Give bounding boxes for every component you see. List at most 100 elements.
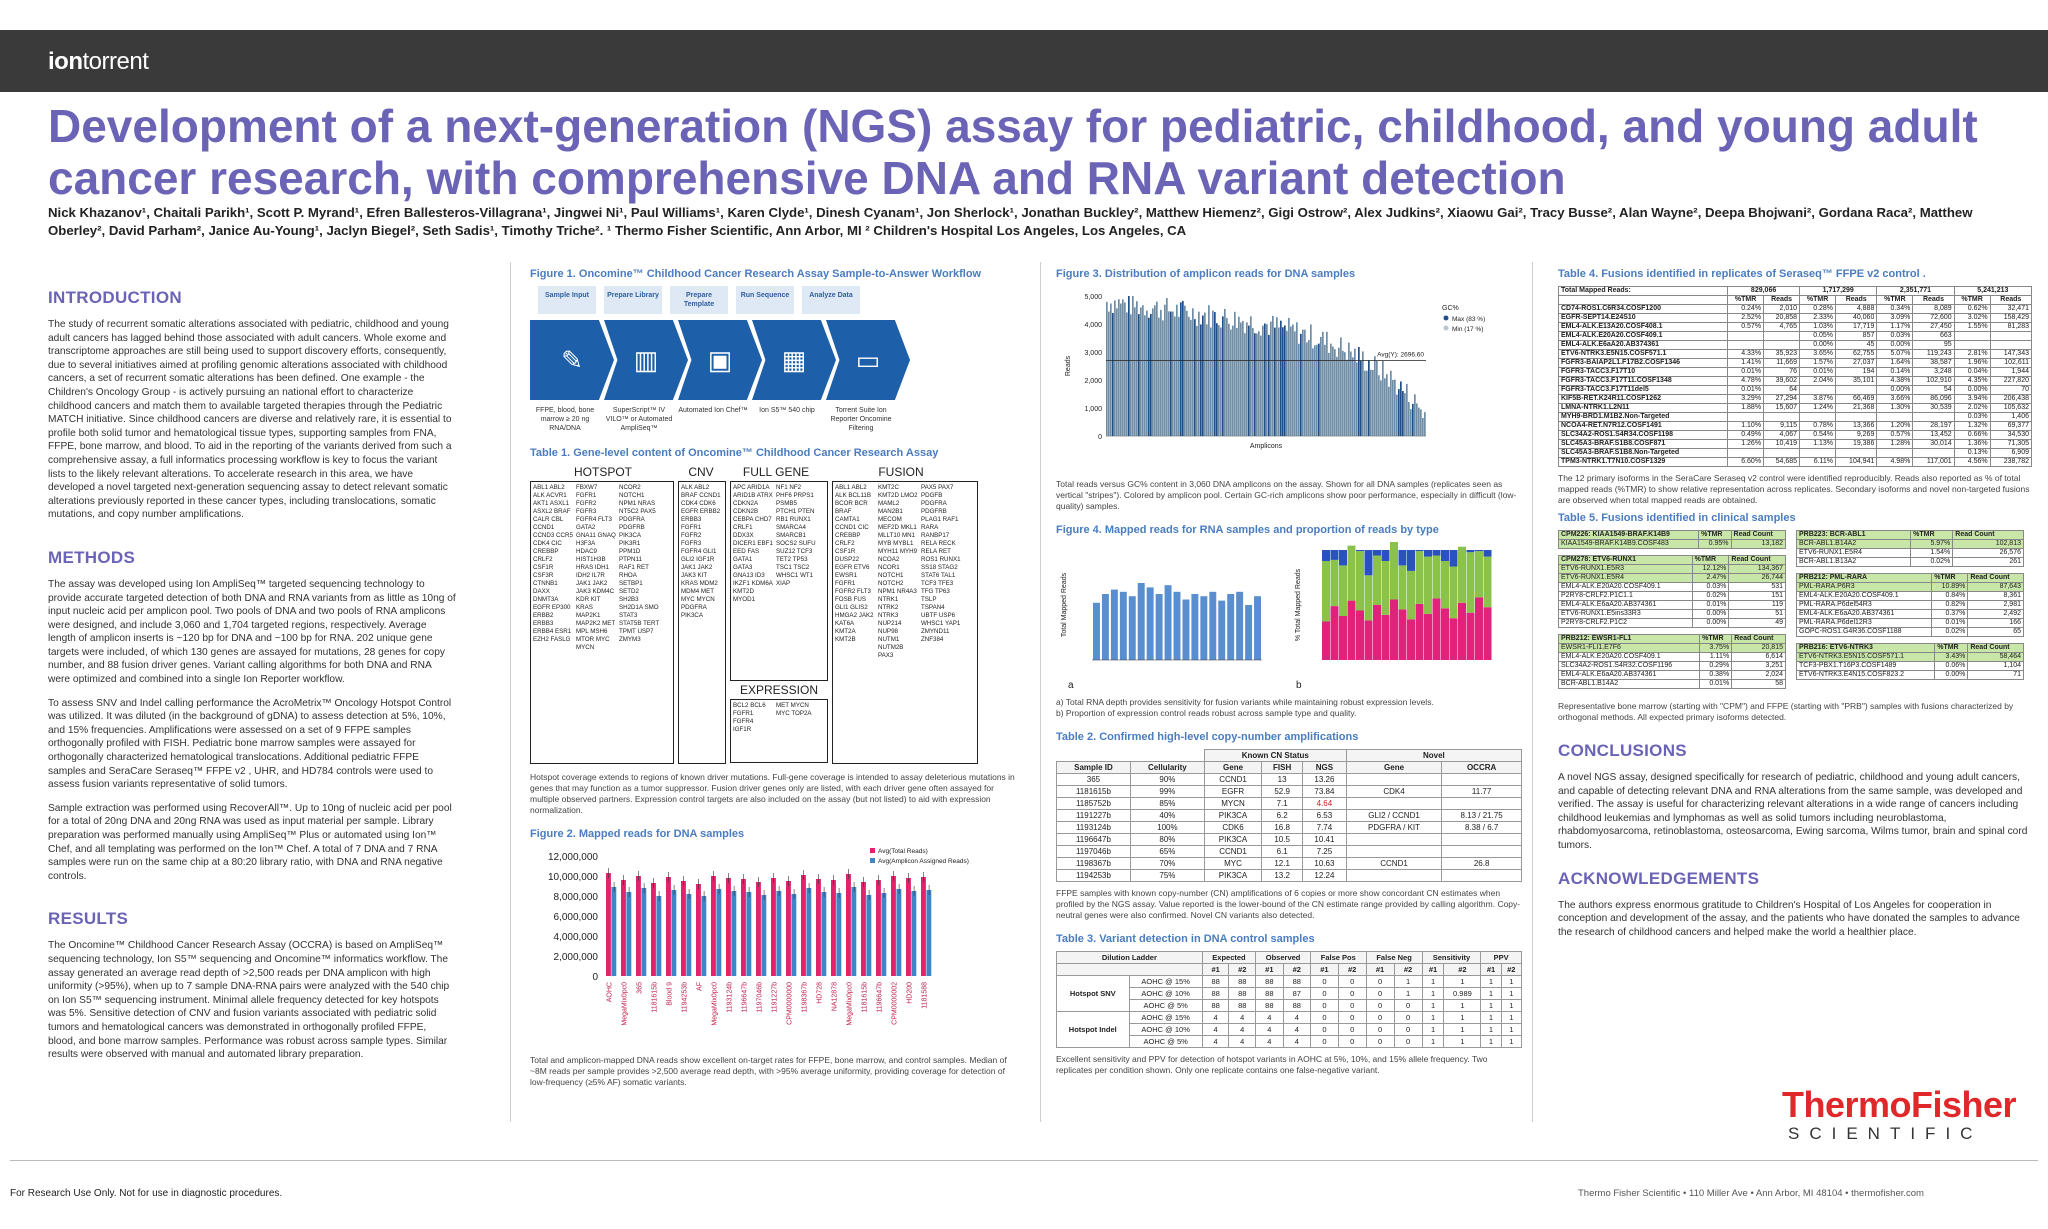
table-cell: 0.00%	[1876, 340, 1914, 350]
y-tick-label: 1,000	[1084, 406, 1102, 413]
table-cell: EML4-ALK.E6aA20.AB374361	[1558, 600, 1693, 610]
table-cell: 4	[1228, 1011, 1257, 1024]
table-cell	[1441, 845, 1522, 858]
table-cell: P2RY8-CRLF2.P1C1.1	[1558, 591, 1693, 601]
table-row: EML4-ALK.E6aA20.AB374361 0.00% 45 0.00% 95	[1557, 340, 2033, 350]
table-cell: 0	[1310, 999, 1339, 1012]
data-bar	[876, 880, 881, 976]
amplicon-bar	[1354, 348, 1356, 436]
table-cell: 119,243	[1912, 349, 1955, 359]
table-cell: 1	[1443, 975, 1482, 988]
table-cell: 0	[1365, 1011, 1395, 1024]
x-tick-label: MegaMix0pc0	[847, 982, 854, 1026]
amplicon-bar	[1312, 348, 1314, 436]
amplicon-bar	[1144, 315, 1146, 436]
table-row: 1194253b 75% PIK3CA 13.2 12.24	[1056, 869, 1522, 882]
table-cell	[1345, 833, 1443, 846]
legend-marker	[1443, 325, 1449, 331]
fusion-name: CD74-ROS1.C6R34.COSF1200	[1557, 304, 1729, 314]
gene-column: MET MYCN MYC TOP2A	[776, 702, 812, 717]
fig2-chart: 12,000,000 10,000,000 8,000,000 6,000,000 4,…	[548, 848, 969, 1026]
table-cell: 1	[1480, 1011, 1502, 1024]
table-cell: 0.05%	[1799, 331, 1837, 341]
table-cell: 1.11%	[1699, 652, 1733, 662]
proportion-segment	[1390, 599, 1398, 660]
table-cell: 0.38%	[1699, 670, 1733, 680]
fusion-name: ETV6-NTRK3.E5N15.COSF571.1	[1557, 349, 1729, 359]
table-cell: 2,010	[1763, 304, 1801, 314]
rna-bar	[1218, 600, 1226, 660]
table-cell: 261	[1952, 557, 2024, 567]
x-tick-label: 1181588	[922, 982, 929, 1009]
col-header: %TMR	[1799, 295, 1837, 305]
proportion-segment	[1483, 550, 1492, 557]
amplicon-bar	[1170, 311, 1172, 436]
amplicon-bar	[1228, 323, 1230, 436]
cnv-genes: ALK ABL2 BRAF CCND1 CDK4 CDK6 EGFR ERBB2…	[678, 481, 726, 764]
table-cell: 6,909	[1989, 448, 2033, 458]
step-label: FFPE, blood, bone marrow ≥ 20 ng RNA/DNA	[535, 407, 595, 432]
proportion-segment	[1398, 609, 1407, 660]
table-cell: PML-RARA.P6del54R3	[1795, 600, 1933, 610]
amplicon-bar	[1278, 327, 1280, 436]
amplicon-bar	[1370, 369, 1372, 436]
table-row: 365 90% CCND1 13 13.26	[1056, 773, 1522, 786]
rna-bar	[1128, 596, 1136, 660]
proportion-segment	[1441, 608, 1449, 660]
table-cell: MYCN	[1203, 797, 1263, 810]
methods-p1: The assay was developed using Ion AmpliS…	[48, 578, 456, 686]
table-cell: 10.41	[1302, 833, 1347, 846]
table-cell: 0.03%	[1953, 412, 1991, 422]
table-cell: 105,632	[1989, 403, 2033, 413]
table-cell: 0.02%	[1931, 627, 1969, 637]
table-cell: 45	[1835, 340, 1878, 350]
table-cell: EML4-ALK.E20A20.COSF409.1	[1557, 652, 1701, 662]
table-cell: 88	[1228, 975, 1257, 988]
cnv-header: CNV	[688, 465, 714, 479]
col-header: Reads	[1763, 295, 1801, 305]
table-row: P2RY8-CRLF2.P1C2 0.00% 49	[1558, 618, 1786, 628]
proportion-segment	[1441, 561, 1449, 609]
table-cell: 1	[1480, 987, 1502, 1000]
amplicon-bar	[1168, 311, 1170, 436]
amplicon-bar	[1202, 315, 1204, 436]
table1-title: Table 1. Gene-level content of Oncomine™…	[530, 447, 939, 459]
table-row: AOHC @ 5% 4 4 4 4 0 0 0 0 1 1 1 1	[1057, 1035, 1523, 1048]
table-cell: 0.00%	[1876, 385, 1914, 395]
table-cell: 4.35%	[1953, 376, 1991, 386]
methods-heading: METHODS	[48, 547, 136, 567]
table-header-row: CPM278: ETV6-RUNX1 %TMR Read Count	[1558, 555, 1786, 565]
table-cell: 0.00%	[1953, 385, 1991, 395]
proportion-segment	[1483, 607, 1492, 660]
col-header: %TMR	[1876, 295, 1914, 305]
table2-title: Table 2. Confirmed high-level copy-numbe…	[1056, 731, 1359, 743]
table-cell: 1185752b	[1056, 797, 1131, 810]
proportion-segment	[1339, 565, 1347, 616]
table-cell: 69,377	[1989, 421, 2033, 431]
table-cell: 1.55%	[1953, 322, 1991, 332]
table-cell: 0.00%	[1799, 340, 1837, 350]
table-cell: 10,419	[1763, 439, 1801, 449]
table-cell: 1	[1443, 1023, 1482, 1036]
col-header: Sample ID	[1056, 761, 1131, 774]
amplicon-bar	[1330, 343, 1332, 436]
table-cell	[1876, 412, 1914, 422]
amplicon-bar	[1110, 303, 1112, 436]
table-cell: 1.57%	[1799, 358, 1837, 368]
data-bar	[636, 876, 641, 976]
fusion-name: MYH9-BRD1.M1B2.Non-Targeted	[1557, 412, 1729, 422]
proportion-segment	[1398, 565, 1407, 610]
amplicon-bar	[1130, 314, 1132, 436]
fig4-title: Figure 4. Mapped reads for RNA samples a…	[1056, 524, 1439, 536]
table4-caption: The 12 primary isoforms in the SeraCare …	[1558, 473, 2030, 505]
proportion-segment	[1483, 556, 1492, 608]
table-cell: PML-RARA.P6R3	[1795, 582, 1933, 592]
fusion-name: EGFR-SEPT14.E24S10	[1557, 313, 1729, 323]
amplicon-bar	[1298, 343, 1300, 436]
y-axis-label: % Total Mapped Reads	[1295, 568, 1302, 641]
table-cell: 11.77	[1441, 785, 1522, 798]
table-row: ETV6-RUNX1.E5R4 1.54% 26,576	[1795, 548, 2024, 558]
table-cell: 1.96%	[1953, 358, 1991, 368]
table-cell: 151	[1728, 591, 1786, 601]
table-row: FGFR3-TACC3.F17T10 0.01% 76 0.01% 194 0.14% 3,…	[1557, 367, 2033, 377]
